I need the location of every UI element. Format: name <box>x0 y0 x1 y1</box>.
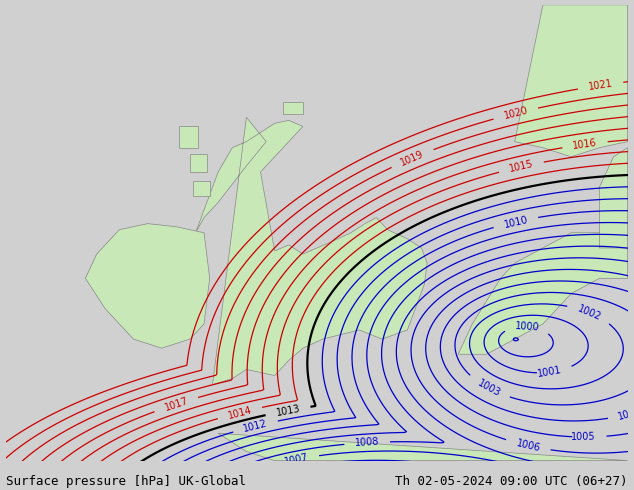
Text: 1015: 1015 <box>508 159 534 174</box>
Text: 1021: 1021 <box>588 78 614 92</box>
Text: 1020: 1020 <box>503 105 529 121</box>
Text: 1008: 1008 <box>354 437 380 448</box>
Polygon shape <box>190 154 207 172</box>
Text: 1019: 1019 <box>399 148 425 168</box>
Polygon shape <box>179 126 198 147</box>
Polygon shape <box>458 218 628 354</box>
Text: Th 02-05-2024 09:00 UTC (06+27): Th 02-05-2024 09:00 UTC (06+27) <box>395 474 628 488</box>
Polygon shape <box>218 433 628 461</box>
Text: 1005: 1005 <box>396 466 421 479</box>
Text: 1012: 1012 <box>242 418 269 434</box>
Text: 1010: 1010 <box>503 214 529 229</box>
Text: 1000: 1000 <box>514 321 540 332</box>
Polygon shape <box>599 147 628 248</box>
Polygon shape <box>195 117 427 385</box>
Text: 1007: 1007 <box>283 452 309 467</box>
Text: 1014: 1014 <box>227 405 253 420</box>
Polygon shape <box>193 181 210 196</box>
Text: 1016: 1016 <box>572 138 598 151</box>
Text: 1006: 1006 <box>515 438 541 453</box>
Text: 1017: 1017 <box>163 395 190 413</box>
Text: Surface pressure [hPa] UK-Global: Surface pressure [hPa] UK-Global <box>6 474 247 488</box>
Text: 1005: 1005 <box>571 432 596 442</box>
Polygon shape <box>86 223 210 348</box>
Text: 1013: 1013 <box>275 403 301 418</box>
Text: 1006: 1006 <box>450 461 476 476</box>
Text: 1001: 1001 <box>537 365 562 379</box>
Text: 1002: 1002 <box>576 303 602 322</box>
Text: 1004: 1004 <box>617 405 634 422</box>
Text: 1003: 1003 <box>476 378 502 398</box>
Polygon shape <box>283 102 303 114</box>
Polygon shape <box>515 5 628 157</box>
